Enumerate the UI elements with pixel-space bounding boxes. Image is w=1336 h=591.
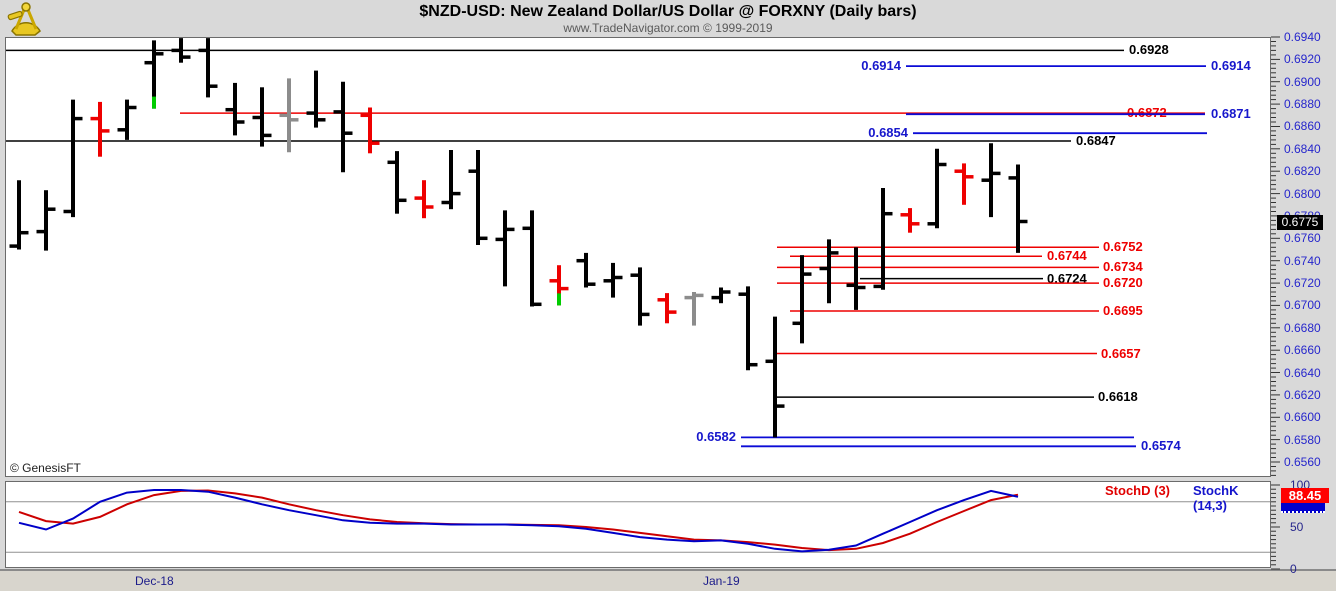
price-level-label: 0.6618 <box>1098 389 1138 404</box>
stochk-legend-label: StochK (14,3) <box>1193 483 1239 513</box>
chart-title: $NZD-USD: New Zealand Dollar/US Dollar @… <box>419 3 917 20</box>
price-axis-label: 0.6820 <box>1284 164 1321 178</box>
last-price-badge: 0.6775 <box>1277 215 1323 230</box>
stochd-value-badge: 88.45 <box>1281 488 1329 503</box>
price-level-label: 0.6734 <box>1103 259 1143 274</box>
price-axis-label: 0.6920 <box>1284 52 1321 66</box>
price-axis-label: 0.6600 <box>1284 410 1321 424</box>
price-level-label: 0.6914 <box>861 58 901 73</box>
price-axis-label: 0.6560 <box>1284 455 1321 469</box>
price-level-label: 0.6847 <box>1076 133 1116 148</box>
price-level-label: 0.6854 <box>868 125 908 140</box>
price-axis-label: 0.6900 <box>1284 75 1321 89</box>
price-axis-label: 0.6760 <box>1284 231 1321 245</box>
price-axis-label: 0.6640 <box>1284 366 1321 380</box>
price-axis-label: 0.6680 <box>1284 321 1321 335</box>
sextant-logo-icon <box>2 1 50 37</box>
price-level-label: 0.6872 <box>1127 105 1167 120</box>
date-axis-strip <box>0 569 1336 591</box>
price-axis-label: 0.6740 <box>1284 254 1321 268</box>
price-axis-label: 0.6800 <box>1284 187 1321 201</box>
price-axis-label: 0.6720 <box>1284 276 1321 290</box>
price-level-label: 0.6871 <box>1211 106 1251 121</box>
price-axis-label: 0.6620 <box>1284 388 1321 402</box>
stoch-axis-label: 50 <box>1290 520 1304 534</box>
price-axis-label: 0.6880 <box>1284 97 1321 111</box>
stochk-value-badge <box>1281 502 1325 513</box>
price-level-label: 0.6744 <box>1047 248 1087 263</box>
stochd-legend-label: StochD (3) <box>1105 483 1170 498</box>
chart-subtitle: www.TradeNavigator.com © 1999-2019 <box>563 21 773 35</box>
price-axis-label: 0.6580 <box>1284 433 1321 447</box>
price-level-label: 0.6720 <box>1103 275 1143 290</box>
price-axis-label: 0.6840 <box>1284 142 1321 156</box>
stoch-axis-label: 0 <box>1290 562 1297 576</box>
genesisft-watermark: © GenesisFT <box>10 461 81 475</box>
price-level-label: 0.6752 <box>1103 239 1143 254</box>
date-axis-label: Dec-18 <box>135 574 174 588</box>
price-level-label: 0.6582 <box>696 429 736 444</box>
main-price-chart-surface[interactable] <box>5 37 1271 477</box>
price-level-label: 0.6695 <box>1103 303 1143 318</box>
price-level-label: 0.6928 <box>1129 42 1169 57</box>
price-axis-label: 0.6700 <box>1284 298 1321 312</box>
price-level-label: 0.6724 <box>1047 271 1087 286</box>
price-level-label: 0.6914 <box>1211 58 1251 73</box>
price-level-label: 0.6574 <box>1141 438 1181 453</box>
date-axis-label: Jan-19 <box>703 574 740 588</box>
price-axis-label: 0.6940 <box>1284 30 1321 44</box>
price-level-label: 0.6657 <box>1101 346 1141 361</box>
price-axis-label: 0.6660 <box>1284 343 1321 357</box>
price-axis-label: 0.6860 <box>1284 119 1321 133</box>
